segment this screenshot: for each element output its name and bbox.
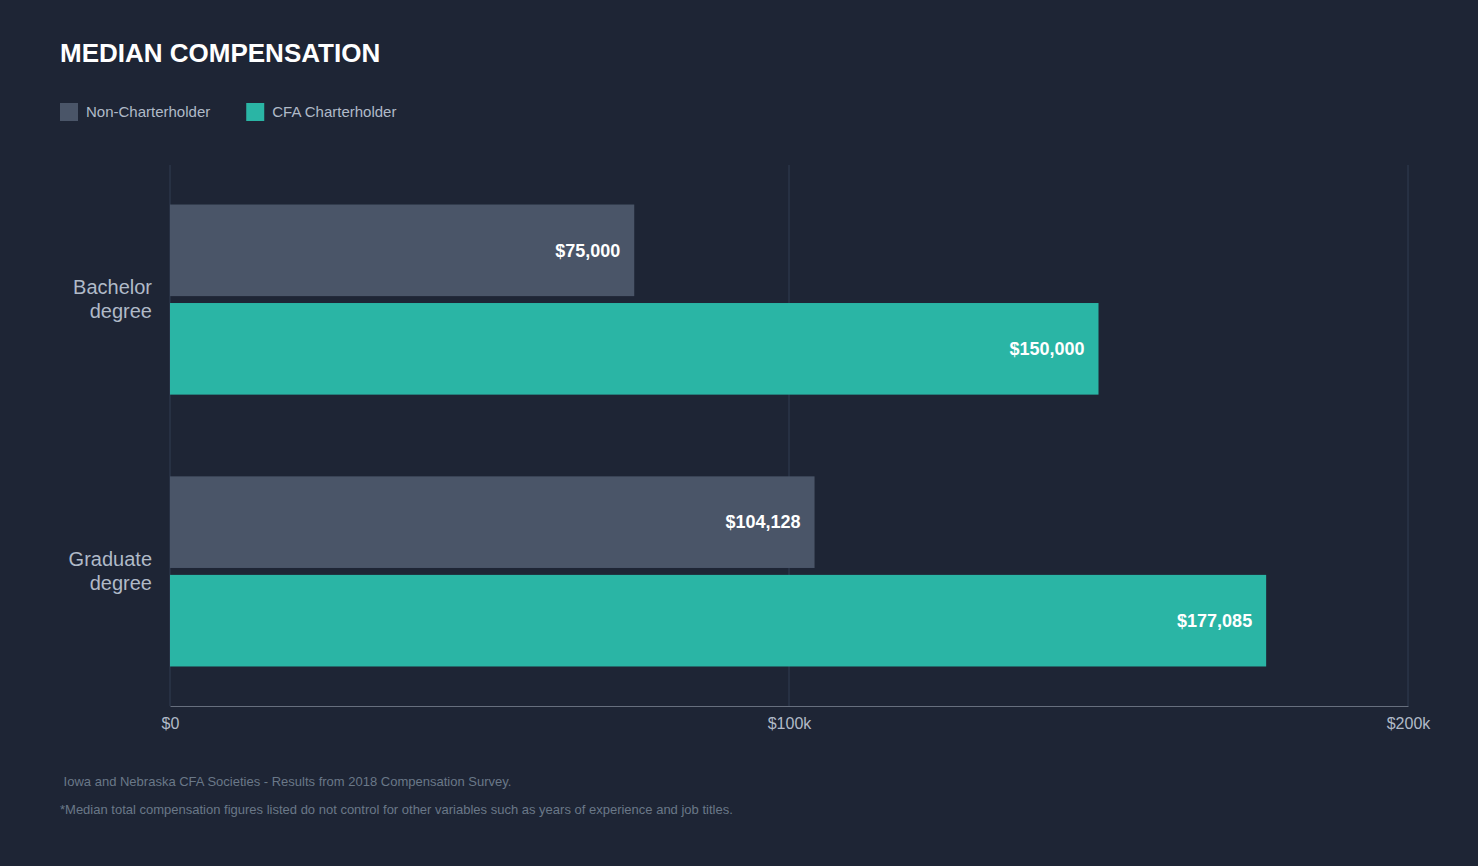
title: MEDIAN COMPENSATION	[60, 38, 380, 68]
data-label: $150,000	[1009, 339, 1084, 359]
x-tick: $100k	[768, 706, 813, 732]
legend-label: Non-Charterholder	[86, 103, 210, 120]
y-tick-label-line: degree	[90, 300, 152, 322]
grid-line	[1407, 165, 1408, 706]
legend-swatch	[60, 103, 78, 121]
y-axis: BachelordegreeGraduatedegree	[69, 276, 170, 594]
x-axis-line	[171, 706, 1409, 707]
y-tick-label-line: Bachelor	[73, 276, 152, 298]
data-label: $104,128	[725, 512, 800, 532]
x-tick-label: $100k	[768, 715, 813, 732]
footnotes: Iowa and Nebraska CFA Societies - Result…	[60, 774, 733, 817]
grid	[170, 165, 1408, 706]
chart-container: MEDIAN COMPENSATION $75,000 $104,128 $150,0…	[0, 0, 1478, 866]
bars	[170, 205, 1266, 667]
x-tick-label: $0	[162, 715, 180, 732]
data-label: $75,000	[555, 241, 620, 261]
background	[0, 0, 1478, 866]
y-tick-label-line: degree	[90, 572, 152, 594]
legend-label: CFA Charterholder	[272, 103, 396, 120]
bar	[170, 476, 815, 568]
legend-swatch	[246, 103, 264, 121]
y-tick-label: Bachelordegree	[73, 276, 152, 322]
y-tick: Bachelordegree	[73, 276, 170, 322]
x-tick-label: $200k	[1387, 715, 1432, 732]
bar	[170, 205, 634, 297]
footnote: Iowa and Nebraska CFA Societies - Result…	[60, 774, 511, 789]
legend-item: Non-Charterholder	[60, 103, 210, 121]
y-tick-label-line: Graduate	[69, 548, 152, 570]
y-tick: Graduatedegree	[69, 548, 170, 594]
legend-item: CFA Charterholder	[246, 103, 396, 121]
y-tick-label: Graduatedegree	[69, 548, 152, 594]
data-labels: $75,000 $104,128 $150,000 $177,085	[555, 241, 1252, 631]
x-axis: $0 $100k $200k	[162, 706, 1432, 732]
chart-svg: MEDIAN COMPENSATION $75,000 $104,128 $150,0…	[0, 0, 1478, 866]
bar	[170, 575, 1266, 667]
data-label: $177,085	[1177, 611, 1252, 631]
x-tick: $0	[162, 706, 180, 732]
legend: Non-Charterholder CFA Charterholder	[60, 103, 396, 121]
x-tick: $200k	[1387, 706, 1432, 732]
footnote: *Median total compensation figures liste…	[60, 802, 733, 817]
bar	[170, 303, 1099, 395]
